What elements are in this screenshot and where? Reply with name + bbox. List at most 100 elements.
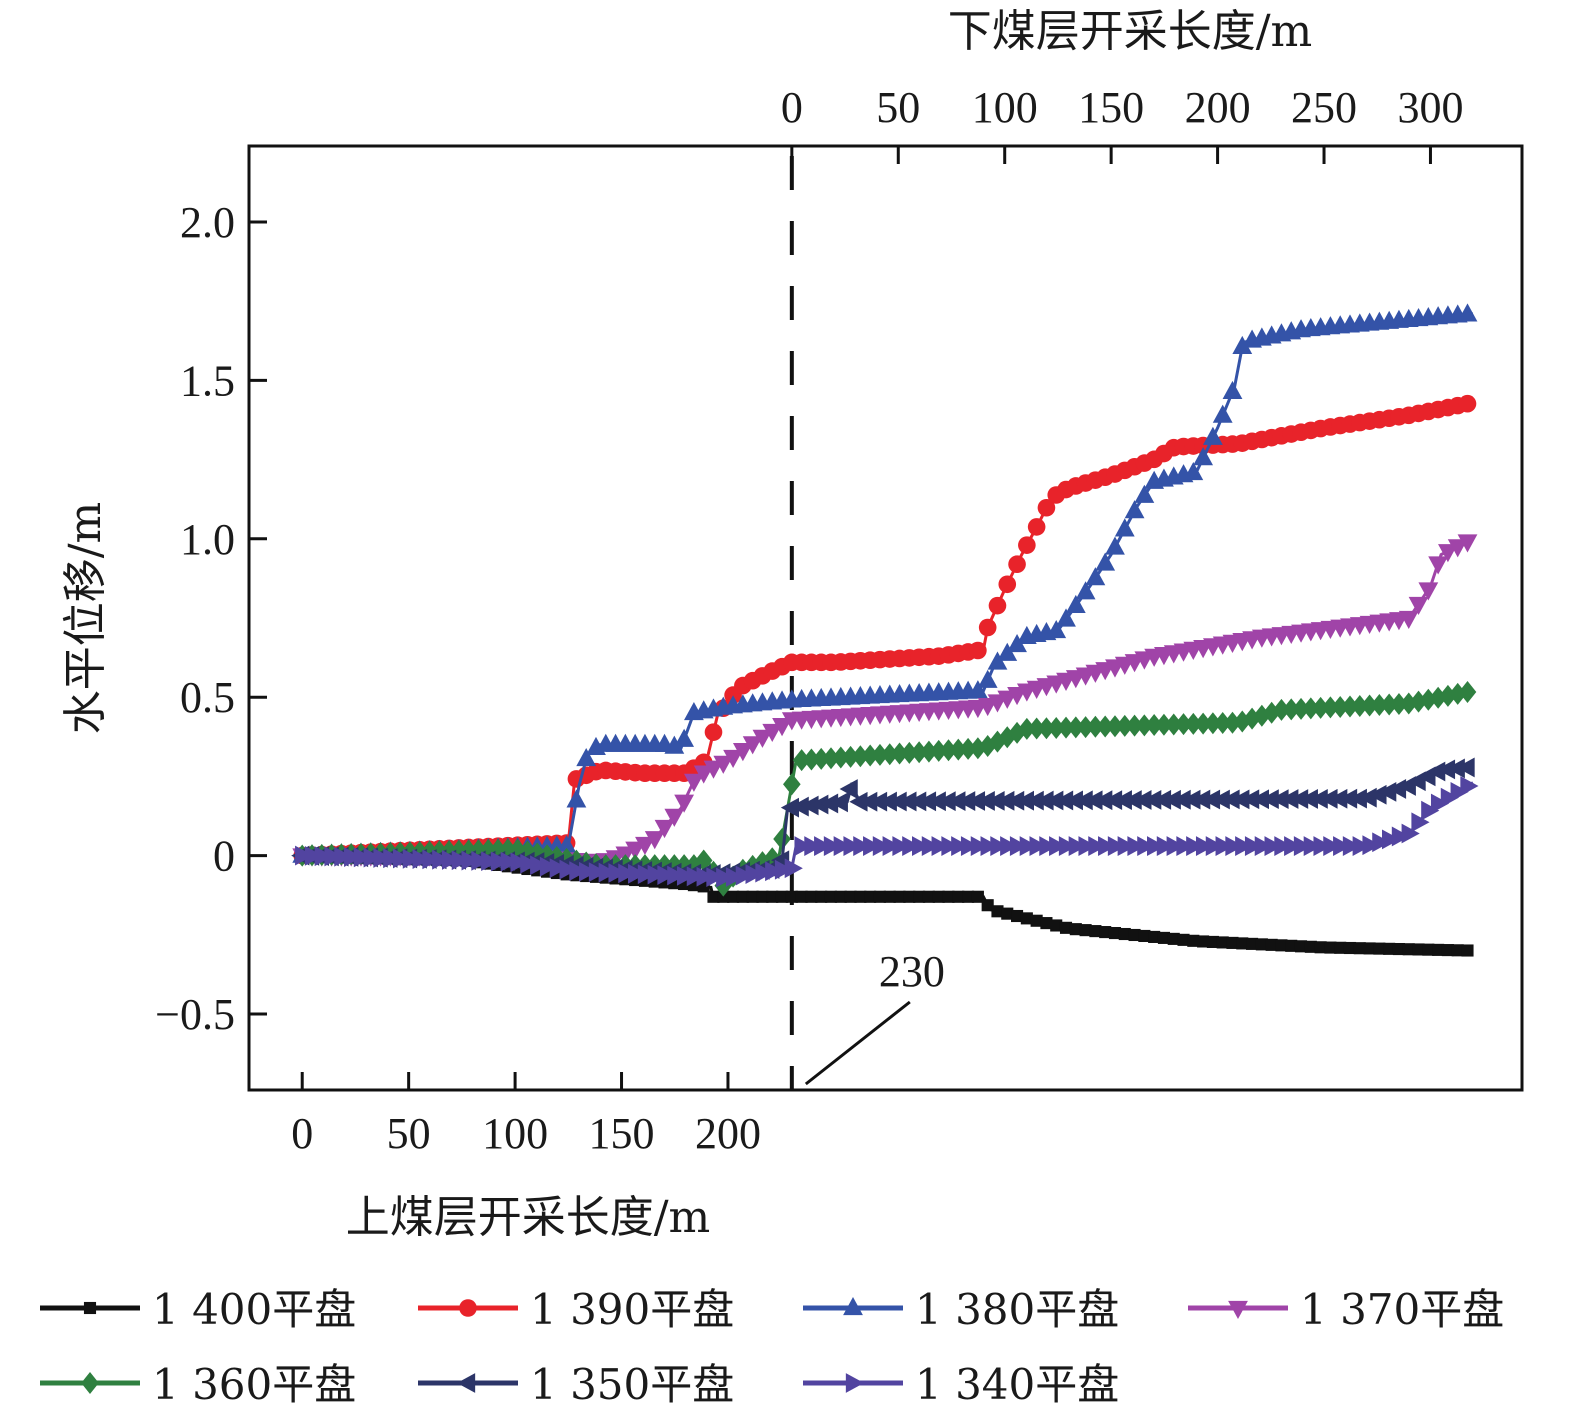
data-point [707,890,720,903]
data-point [1244,836,1264,856]
data-point [1458,680,1477,703]
data-point [1303,836,1322,856]
data-point [766,890,779,903]
data-point [520,853,539,874]
data-point [878,791,897,812]
data-point [556,835,577,854]
data-point [1059,921,1073,934]
data-point [1103,790,1123,811]
data-point [898,791,917,812]
data-point [657,865,676,885]
data-point [1047,716,1066,739]
legend-item: 1 360平盘 [40,1360,356,1409]
data-point [1329,788,1348,809]
data-point [1164,713,1183,736]
data-point [1166,836,1185,856]
legend-label: 1 400平盘 [152,1285,356,1334]
data-point [1264,836,1283,856]
data-point [824,890,838,903]
data-point [1206,935,1219,948]
data-point [664,735,685,754]
x-top-tick-label: 0 [781,83,803,132]
legend: 1 400平盘 1 390平盘 1 380平盘 1 370平盘 1 360平盘 1 350… [40,1285,1504,1409]
data-point [888,791,907,812]
data-point [704,723,723,741]
data-point [1422,943,1435,956]
data-point [588,862,607,883]
data-point [598,862,617,883]
data-point [1182,789,1201,810]
data-point [1194,712,1212,735]
data-point [1290,789,1309,809]
data-point [794,836,813,856]
data-point [775,890,789,903]
data-point [1152,789,1172,810]
data-point [831,746,850,769]
data-point [471,850,490,871]
data-point [1254,836,1273,856]
data-point [903,890,916,903]
data-point [785,890,798,903]
data-point [910,741,928,764]
x-bottom-tick-label: 50 [387,1109,431,1158]
data-point [966,791,986,811]
data-point [736,890,749,903]
data-point [725,867,745,887]
data-point [510,852,529,873]
data-point [792,749,811,772]
data-point [686,866,705,887]
data-point [1451,944,1464,957]
data-point [1421,800,1440,821]
data-point [1323,836,1342,856]
data-point [1225,836,1244,856]
data-point [1441,944,1454,957]
data-point [608,863,627,883]
x-axis-top-title: 下煤层开采长度/m [948,6,1313,57]
data-point [1430,793,1450,814]
data-point [1186,836,1205,856]
data-point [1265,938,1278,951]
data-point [834,890,847,903]
data-point [1025,790,1044,811]
data-point [987,651,1008,670]
data-point [1105,536,1125,555]
data-point [1285,939,1298,952]
data-point [1274,836,1293,856]
y-tick-label: 1.0 [180,515,235,564]
data-point [810,794,829,815]
plot-area: 230 [247,144,1524,1092]
data-point [932,890,945,903]
data-point [1086,715,1105,738]
data-point [635,836,655,855]
data-point [790,796,809,817]
data-point [1156,836,1175,856]
data-point [539,856,559,877]
data-point [1099,926,1112,939]
data-point [383,848,402,869]
data-point [1360,694,1379,717]
data-point [1007,633,1027,653]
data-point [1148,930,1161,943]
x-bottom-tick-label: 200 [695,1109,761,1158]
data-point [1272,698,1291,721]
data-point [696,866,715,887]
data-point [947,791,966,812]
data-point [1250,789,1270,810]
data-point [1138,929,1151,943]
data-point [1440,787,1459,808]
legend-marker [843,1297,863,1316]
data-point [1055,790,1074,811]
data-point [344,847,363,867]
data-point [530,855,549,876]
data-point [1046,620,1067,639]
x-axis-top: 0 50 100 150 200 250 300 [781,83,1463,164]
data-point [713,755,734,774]
data-point [647,864,666,885]
data-point [1373,942,1386,955]
data-point [1204,712,1222,735]
data-point [1341,695,1359,718]
data-point [942,890,955,903]
plot-frame [247,144,1524,1092]
data-point [1231,789,1250,810]
legend-item: 1 390平盘 [418,1285,734,1334]
